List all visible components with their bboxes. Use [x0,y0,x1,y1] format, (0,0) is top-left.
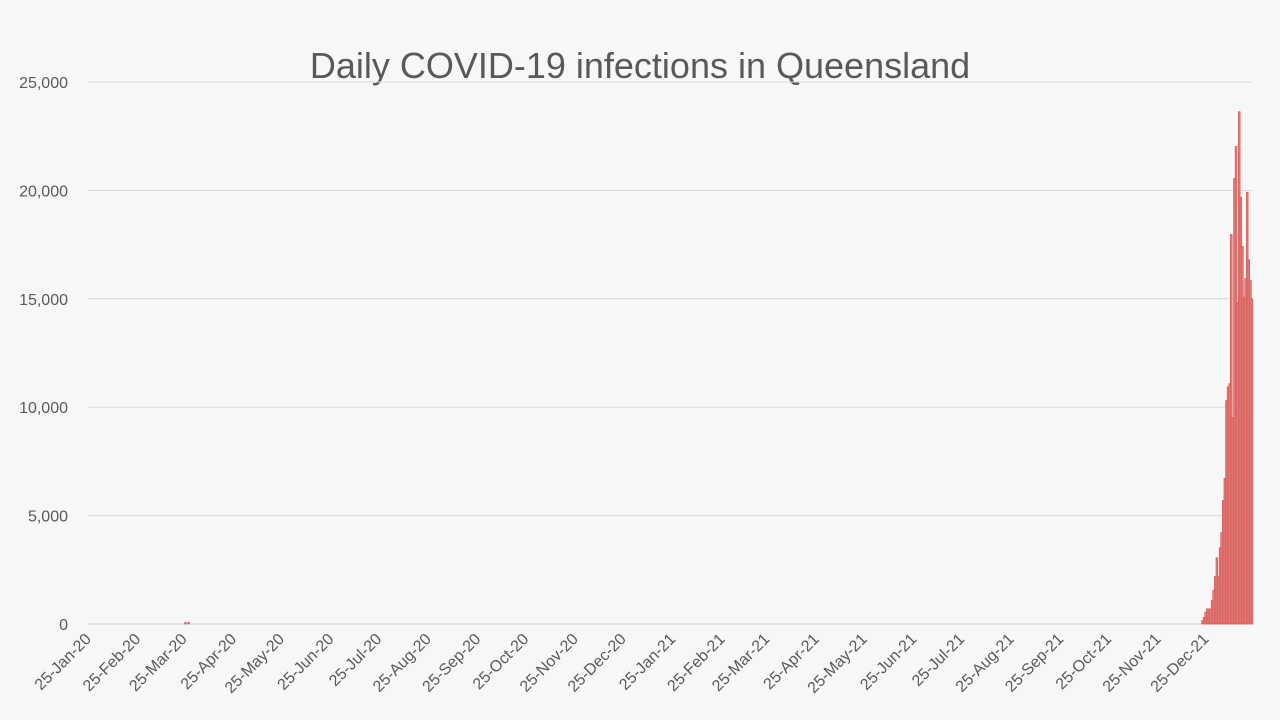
bar [187,621,190,625]
chart-title: Daily COVID-19 infections in Queensland [310,45,970,86]
y-axis-ticks: 0 5,000 10,000 15,000 20,000 25,000 [19,75,68,634]
gridlines [88,81,1252,625]
y-tick-label: 0 [59,617,68,634]
x-axis-ticks: 25-Jan-2025-Feb-2025-Mar-2025-Apr-2025-M… [32,631,1213,697]
bar [184,622,187,625]
y-tick-label: 25,000 [19,75,68,92]
y-tick-label: 15,000 [19,292,68,309]
y-tick-label: 20,000 [19,183,68,200]
bars [184,111,1254,625]
y-tick-label: 10,000 [19,400,68,417]
y-tick-label: 5,000 [28,509,68,526]
bar [1250,298,1254,625]
